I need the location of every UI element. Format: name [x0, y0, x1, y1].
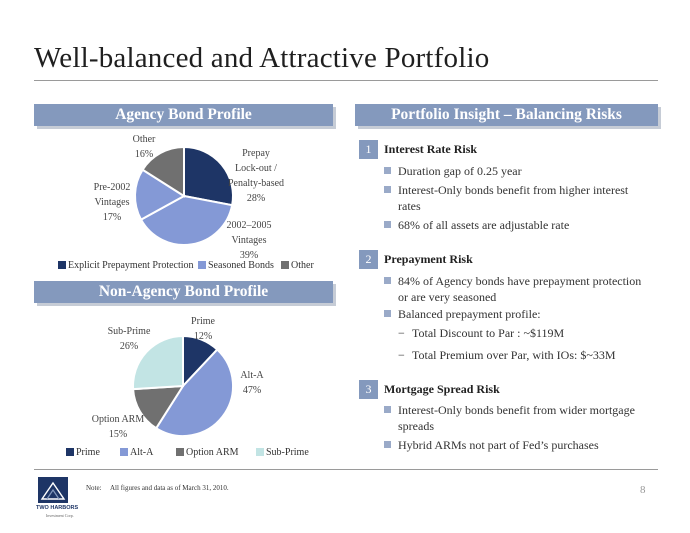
- sub-bullet-item: − Total Discount to Par : ~$119M: [398, 326, 565, 340]
- legend-swatch: [256, 448, 264, 456]
- section-heading-prepayment-risk: Prepayment Risk: [384, 252, 473, 266]
- title-divider: [34, 80, 658, 81]
- pie-slice-other: [141, 145, 185, 198]
- pie-slice-2002-2005-vintages: [139, 194, 234, 246]
- legend-swatch: [198, 261, 206, 269]
- legend-swatch: [176, 448, 184, 456]
- logo-subtitle: Investment Corp.: [46, 513, 74, 518]
- legend-swatch: [66, 448, 74, 456]
- footnote-label: Note:: [86, 484, 102, 492]
- legend-item-seasoned-bonds: Seasoned Bonds: [198, 260, 274, 271]
- bullet-square-icon: [384, 221, 391, 228]
- section-heading-interest-rate-risk: Interest Rate Risk: [384, 142, 478, 156]
- pie-label-prepay-lockout: Prepay Lock-out / Penalty-based 28%: [227, 148, 285, 204]
- agency-legend: Explicit Prepayment Protection Seasoned …: [58, 260, 328, 272]
- pie-label-2002-2005: 2002–2005 Vintages 39%: [226, 220, 272, 261]
- logo-wordmark: TWO HARBORS: [36, 505, 79, 511]
- pie-slice-alt-a: [154, 348, 235, 438]
- footnote-text: All figures and data as of March 31, 201…: [110, 484, 229, 492]
- portfolio-insight-banner: Portfolio Insight – Balancing Risks: [355, 104, 658, 126]
- section-heading-mortgage-spread-risk: Mortgage Spread Risk: [384, 382, 500, 396]
- two-harbors-logo-icon: [38, 477, 68, 503]
- slide-title: Well-balanced and Attractive Portfolio: [34, 42, 490, 74]
- pie-label-option-arm: Option ARM 15%: [91, 414, 145, 440]
- pie-slice-prepay-lock-out-penalty-based: [183, 145, 234, 207]
- section-number-2: 2: [359, 250, 378, 269]
- legend-swatch: [58, 261, 66, 269]
- pie-label-other: Other 16%: [132, 134, 156, 160]
- pie-label-subprime: Sub-Prime 26%: [107, 326, 151, 352]
- bullet-square-icon: [384, 167, 391, 174]
- dash-icon: −: [398, 348, 405, 362]
- dash-icon: −: [398, 326, 405, 340]
- section-number-1: 1: [359, 140, 378, 159]
- non-agency-bond-profile-banner: Non-Agency Bond Profile: [34, 281, 333, 303]
- pie-label-pre2002: Pre-2002 Vintages 17%: [93, 182, 131, 223]
- pie-label-alt-a: Alt-A 47%: [240, 370, 264, 396]
- nonagency-legend: Prime Alt-A Option ARM Sub-Prime: [58, 447, 328, 459]
- agency-bond-profile-banner: Agency Bond Profile: [34, 104, 333, 126]
- bullet-square-icon: [384, 186, 391, 193]
- sub-bullet-item: − Total Premium over Par, with IOs: $~33M: [398, 348, 616, 362]
- bullet-square-icon: [384, 441, 391, 448]
- legend-item-prime: Prime: [66, 447, 100, 458]
- legend-item-other: Other: [281, 260, 314, 271]
- bullet-square-icon: [384, 277, 391, 284]
- pie-label-2002-2005-text: 2002–2005 Vintages: [226, 220, 272, 246]
- legend-item-alt-a: Alt-A: [120, 447, 153, 458]
- legend-item-explicit-prepayment: Explicit Prepayment Protection: [58, 260, 194, 271]
- section-number-3: 3: [359, 380, 378, 399]
- pie-label-pre2002-text: Pre-2002 Vintages: [93, 182, 131, 208]
- footer-divider: [34, 469, 658, 470]
- legend-swatch: [281, 261, 289, 269]
- bullet-square-icon: [384, 310, 391, 317]
- pie-slice-pre-2002-vintages: [134, 168, 186, 221]
- pie-slice-sub-prime: [132, 334, 184, 391]
- legend-item-sub-prime: Sub-Prime: [256, 447, 309, 458]
- legend-swatch: [120, 448, 128, 456]
- pie-label-prime: Prime 12%: [191, 316, 215, 342]
- pie-label-prepay-text: Prepay Lock-out / Penalty-based: [227, 148, 285, 189]
- legend-item-option-arm: Option ARM: [176, 447, 239, 458]
- bullet-square-icon: [384, 406, 391, 413]
- page-number: 8: [640, 484, 646, 496]
